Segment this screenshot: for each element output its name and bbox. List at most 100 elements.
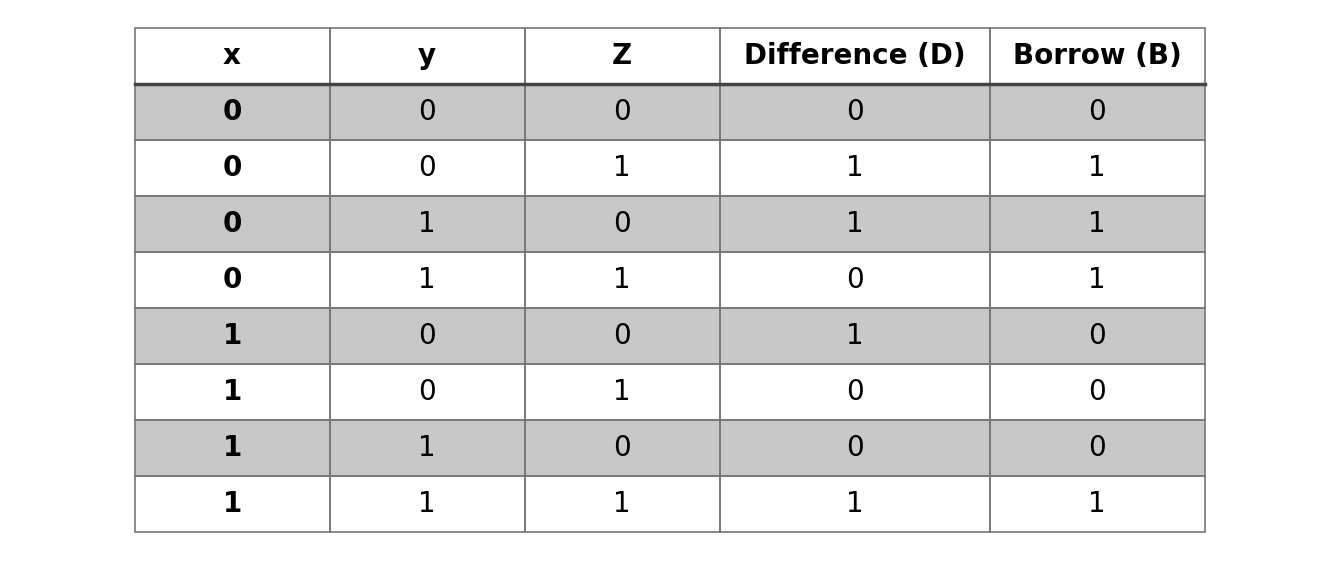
Bar [134, 364, 329, 420]
Bar [719, 28, 990, 84]
Bar [719, 84, 990, 140]
Bar [719, 420, 990, 476]
Bar [719, 252, 990, 308]
Text: 1: 1 [418, 266, 435, 294]
Text: 1: 1 [846, 490, 864, 518]
Bar [134, 140, 329, 196]
Bar [525, 308, 719, 364]
Bar [134, 308, 329, 364]
Bar [719, 364, 990, 420]
Bar [525, 308, 719, 364]
Text: 1: 1 [418, 490, 435, 518]
Text: 0: 0 [613, 210, 631, 238]
Text: 0: 0 [418, 154, 437, 182]
Bar [990, 28, 1205, 84]
Text: 1: 1 [846, 210, 864, 238]
Bar [134, 84, 329, 140]
Bar [525, 196, 719, 252]
Bar [134, 308, 329, 364]
Bar [990, 140, 1205, 196]
Bar [329, 28, 525, 84]
Text: 0: 0 [418, 322, 437, 350]
Bar [525, 252, 719, 308]
Text: 0: 0 [846, 266, 864, 294]
Text: 1: 1 [1089, 490, 1106, 518]
Bar [525, 420, 719, 476]
Bar [719, 196, 990, 252]
Bar [134, 252, 329, 308]
Bar [990, 308, 1205, 364]
Text: y: y [418, 42, 437, 70]
Bar [134, 140, 329, 196]
Bar [719, 308, 990, 364]
Text: Difference (D): Difference (D) [743, 42, 965, 70]
Bar [525, 476, 719, 532]
Text: 0: 0 [222, 266, 241, 294]
Bar [134, 364, 329, 420]
Bar [329, 140, 525, 196]
Text: 1: 1 [418, 434, 435, 462]
Bar [329, 84, 525, 140]
Bar [525, 140, 719, 196]
Text: 0: 0 [222, 98, 241, 126]
Text: x: x [224, 42, 241, 70]
Bar [990, 476, 1205, 532]
Bar [329, 252, 525, 308]
Bar [525, 28, 719, 84]
Text: 0: 0 [222, 210, 241, 238]
Bar [719, 476, 990, 532]
Bar [525, 140, 719, 196]
Text: 0: 0 [1089, 378, 1106, 406]
Bar [329, 308, 525, 364]
Text: 1: 1 [1089, 210, 1106, 238]
Bar [329, 196, 525, 252]
Text: 1: 1 [222, 378, 241, 406]
Bar [134, 28, 329, 84]
Bar [134, 476, 329, 532]
Text: 1: 1 [846, 154, 864, 182]
Bar [134, 196, 329, 252]
Bar [329, 420, 525, 476]
Text: Borrow (B): Borrow (B) [1012, 42, 1181, 70]
Bar [329, 308, 525, 364]
Bar [719, 476, 990, 532]
Text: 1: 1 [1089, 266, 1106, 294]
Bar [525, 364, 719, 420]
Bar [329, 252, 525, 308]
Bar [525, 252, 719, 308]
Bar [134, 420, 329, 476]
Text: 0: 0 [418, 378, 437, 406]
Text: 0: 0 [846, 98, 864, 126]
Text: 0: 0 [846, 378, 864, 406]
Bar [990, 420, 1205, 476]
Text: 0: 0 [1089, 98, 1106, 126]
Bar [329, 196, 525, 252]
Bar [525, 476, 719, 532]
Bar [719, 364, 990, 420]
Bar [990, 196, 1205, 252]
Bar [719, 84, 990, 140]
Bar [990, 140, 1205, 196]
Text: Z: Z [612, 42, 632, 70]
Bar [329, 28, 525, 84]
Bar [329, 420, 525, 476]
Bar [719, 140, 990, 196]
Text: 1: 1 [222, 490, 241, 518]
Bar [329, 364, 525, 420]
Bar [525, 84, 719, 140]
Text: 0: 0 [613, 322, 631, 350]
Bar [525, 420, 719, 476]
Text: 0: 0 [1089, 322, 1106, 350]
Bar [134, 28, 329, 84]
Bar [134, 420, 329, 476]
Bar [990, 364, 1205, 420]
Bar [525, 28, 719, 84]
Bar [719, 196, 990, 252]
Bar [990, 252, 1205, 308]
Bar [990, 252, 1205, 308]
Bar [990, 28, 1205, 84]
Bar [134, 84, 329, 140]
Text: 1: 1 [846, 322, 864, 350]
Bar [719, 308, 990, 364]
Bar [990, 476, 1205, 532]
